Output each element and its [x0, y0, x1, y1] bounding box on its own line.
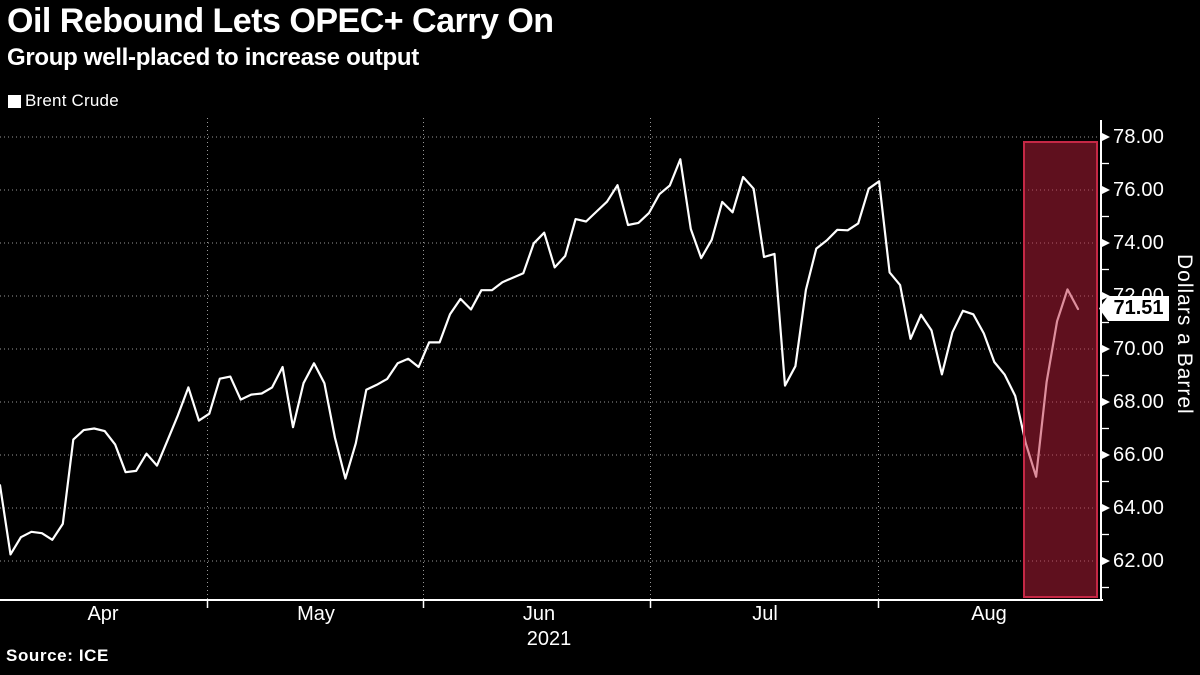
x-tick-label: Aug: [971, 603, 1007, 625]
legend: Brent Crude: [8, 91, 119, 111]
x-tick-label: Jun: [522, 603, 556, 625]
y-tick-label: 66.00: [1113, 444, 1165, 466]
source-label: Source: ICE: [6, 646, 109, 665]
y-tick-label: 76.00: [1113, 179, 1165, 201]
y-tick-label: 78.00: [1113, 126, 1165, 148]
y-tick-label: 70.00: [1113, 338, 1165, 360]
page-title: Oil Rebound Lets OPEC+ Carry On: [7, 2, 554, 40]
x-tick-label: Jul: [752, 603, 778, 625]
x-tick-label: Apr: [87, 603, 119, 625]
y-tick-label: 68.00: [1113, 391, 1165, 413]
y-tick-label: 64.00: [1113, 497, 1165, 519]
legend-swatch-icon: [8, 94, 21, 108]
x-axis-year-label: 2021: [526, 628, 572, 650]
x-tick-label: May: [297, 603, 335, 625]
page-subtitle: Group well-placed to increase output: [7, 44, 419, 71]
y-tick-label: 62.00: [1113, 550, 1165, 572]
y-axis-title: Dollars a Barrel: [1173, 254, 1196, 415]
legend-label: Brent Crude: [25, 91, 119, 110]
y-tick-label: 74.00: [1113, 232, 1165, 254]
last-price-badge: 71.51: [1099, 296, 1169, 321]
